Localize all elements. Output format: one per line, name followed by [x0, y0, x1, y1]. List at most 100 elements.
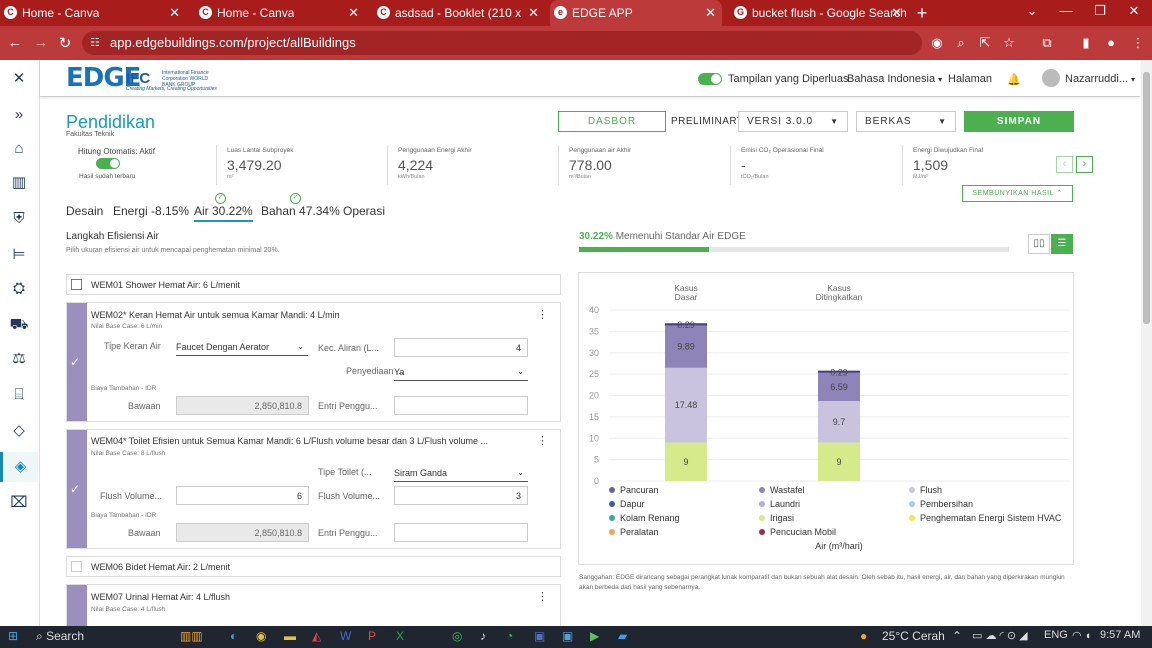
tab-materials[interactable]: Bahan 47.34% [261, 204, 340, 218]
check-icon[interactable]: ✓ [70, 482, 81, 496]
home-icon[interactable]: ⌂ [14, 140, 24, 157]
metrics-prev-button[interactable]: ‹ [1056, 156, 1073, 173]
notification-bell-icon[interactable]: 🔔 [1007, 74, 1021, 86]
close-icon[interactable]: ✕ [12, 70, 26, 87]
tab-operations[interactable]: Operasi [343, 204, 386, 218]
news-widget-icon[interactable]: ▥▥ [180, 629, 203, 643]
check-icon[interactable]: ✓ [70, 355, 81, 369]
tab-energy[interactable]: Energi -8.15% [113, 204, 190, 218]
window-close-icon[interactable]: ✕ [1128, 3, 1140, 18]
water-efficiency-icon[interactable]: ◈ [0, 452, 38, 482]
dashboard-button[interactable]: DASBOR [558, 111, 666, 132]
chrome-icon[interactable]: ◉ [256, 629, 267, 643]
measure-wem01[interactable]: WEM01 Shower Hemat Air: 6 L/menit [66, 274, 561, 295]
tray-icons[interactable]: ▭ ☁ ◜ ⊙ ◢ [972, 630, 1028, 642]
measure-menu-icon[interactable]: ⋮ [537, 309, 548, 321]
zoom-icon[interactable]: ⌕ [957, 35, 965, 50]
avatar[interactable] [1042, 69, 1060, 87]
reload-icon[interactable]: ↻ [58, 35, 72, 52]
checkbox-empty-icon[interactable] [71, 279, 82, 290]
hospital-icon[interactable]: ⛨ [13, 210, 25, 227]
buildings-icon[interactable]: ▥ [11, 174, 27, 191]
chart-view-button[interactable]: ☰ [1051, 234, 1073, 254]
close-icon[interactable]: ✕ [891, 5, 902, 20]
expand-icon[interactable]: » [14, 106, 24, 123]
checkbox-empty-icon[interactable] [71, 561, 82, 572]
hide-results-button[interactable]: SEMBUNYIKAN HASIL ⌃ [962, 185, 1073, 202]
measure-checkbox[interactable] [67, 585, 87, 626]
toilet-type-select[interactable]: Siram Ganda ⌄ [394, 467, 528, 482]
whatsapp-icon[interactable]: ◔ [506, 629, 514, 643]
close-icon[interactable]: ✕ [705, 5, 716, 20]
close-icon[interactable]: ✕ [169, 5, 180, 20]
expanded-view-toggle[interactable] [698, 73, 722, 85]
storage-icon[interactable]: ⌸ [14, 386, 24, 403]
share-icon[interactable]: ⇱ [979, 35, 991, 50]
measure-checkbox[interactable]: ✓ [67, 303, 87, 421]
page-scrollbar[interactable] [1141, 60, 1152, 626]
edge-browser-icon[interactable]: ◐ [230, 629, 238, 643]
save-button[interactable]: SIMPAN [964, 111, 1074, 132]
certificate-icon[interactable]: ⚖ [12, 350, 26, 367]
full-flush-volume-input[interactable]: 6 [176, 486, 309, 505]
menu-kebab-icon[interactable]: ⋮ [1131, 35, 1145, 50]
columns-view-button[interactable]: ▯▯ [1028, 234, 1050, 254]
auto-calc-toggle[interactable] [96, 158, 120, 169]
language-indicator[interactable]: ENG [1044, 629, 1068, 641]
version-select[interactable]: VERSI 3.0.0 ▼ [738, 111, 848, 132]
files-select[interactable]: BERKAS ▼ [856, 111, 956, 132]
close-icon[interactable]: ✕ [348, 5, 359, 20]
edge-logo[interactable]: EDGE [66, 63, 141, 93]
tab-design[interactable]: Desain [66, 204, 104, 218]
measure-menu-icon[interactable]: ⋮ [537, 435, 548, 447]
measure-menu-icon[interactable]: ⋮ [537, 591, 548, 603]
extensions-icon[interactable]: ⧉ [1042, 35, 1052, 50]
user-cost-input[interactable] [394, 396, 528, 415]
powerpoint-icon[interactable]: P [368, 629, 377, 643]
hotel-bed-icon[interactable]: ⊨ [12, 246, 26, 263]
scrollbar-thumb[interactable] [1143, 72, 1150, 324]
language-select[interactable]: Bahasa Indonesia ▾ [847, 73, 942, 85]
weather-text[interactable]: 25°C Cerah [882, 629, 945, 643]
tab-water[interactable]: Air 30.22% [194, 204, 253, 222]
user-cost-input[interactable] [394, 523, 528, 542]
measure-checkbox[interactable]: ✓ [67, 430, 87, 548]
url-input[interactable]: ☷ app.edgebuildings.com/project/allBuild… [82, 31, 922, 55]
factory-icon[interactable]: ⌧ [10, 494, 28, 511]
app-icon[interactable]: ▣ [534, 629, 546, 643]
app-icon[interactable]: ▰ [618, 629, 628, 643]
bookmark-star-icon[interactable]: ☆ [1003, 35, 1015, 50]
sidebar-icon[interactable]: ▮ [1082, 35, 1090, 50]
minimize-icon[interactable]: — [1059, 3, 1073, 18]
browser-tab[interactable]: C asdsad - Booklet (210 x 297 mm ✕ [373, 0, 545, 26]
tray-chevron-icon[interactable]: ⌃ [952, 629, 963, 643]
measure-checkbox[interactable] [67, 275, 87, 294]
tab-search-icon[interactable]: ⌄ [1026, 3, 1038, 18]
wifi-volume-icons[interactable]: ◠ ◖ [1072, 630, 1092, 642]
spotify-icon[interactable]: ◎ [452, 629, 463, 643]
excel-icon[interactable]: X [396, 629, 405, 643]
file-explorer-icon[interactable]: ▬ [284, 629, 296, 643]
app-icon[interactable]: ▣ [562, 629, 574, 643]
forward-icon[interactable]: → [33, 34, 49, 51]
close-icon[interactable]: ✕ [528, 5, 539, 20]
browser-tab-active[interactable]: e EDGE APP ✕ [550, 0, 722, 26]
browser-tab[interactable]: C Home - Canva ✕ [195, 0, 365, 26]
retail-cart-icon[interactable]: ⛟ [9, 316, 29, 333]
user-menu[interactable]: Nazarruddi... ▾ [1065, 73, 1135, 85]
faucet-type-select[interactable]: Faucet Dengan Aerator ⌄ [176, 341, 308, 356]
browser-tab[interactable]: C Home - Canva ✕ [0, 0, 186, 26]
reduced-flush-volume-input[interactable]: 3 [394, 486, 528, 505]
browser-tab[interactable]: G bucket flush - Google Search ✕ [730, 0, 908, 26]
windows-start-icon[interactable]: ⊞ [8, 629, 19, 643]
word-icon[interactable]: W [340, 629, 352, 643]
supply-select[interactable]: Ya ⌄ [394, 366, 528, 381]
page-menu[interactable]: Halaman [948, 73, 993, 85]
profile-icon[interactable]: ● [1107, 35, 1115, 50]
maximize-icon[interactable]: ❐ [1094, 3, 1106, 18]
new-tab-button[interactable]: + [916, 3, 928, 23]
acrobat-icon[interactable]: ◭ [312, 629, 322, 643]
back-icon[interactable]: ← [7, 34, 23, 51]
measure-checkbox[interactable] [67, 557, 87, 576]
clock[interactable]: 9:57 AM [1100, 629, 1141, 641]
